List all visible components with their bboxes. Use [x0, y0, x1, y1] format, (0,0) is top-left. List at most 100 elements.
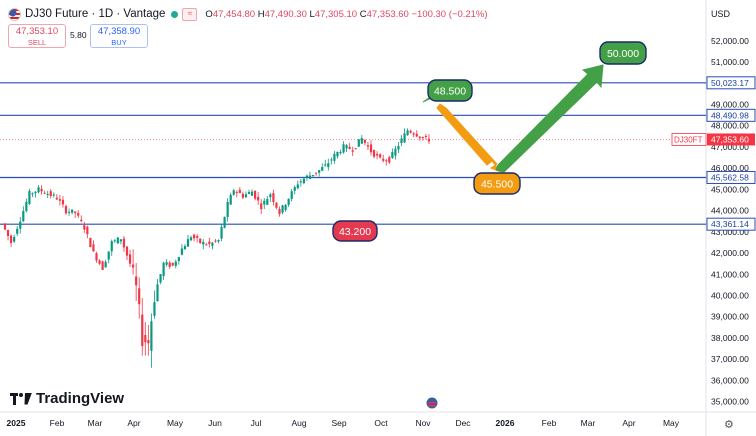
symbol-tag-box	[671, 133, 707, 146]
level-price-label: 48,490.98	[711, 110, 749, 120]
buy-button[interactable]: 47,358.90 BUY	[90, 24, 148, 48]
y-tick-label: 36,000.00	[711, 375, 749, 385]
candle-body	[299, 181, 302, 183]
candle-body	[354, 148, 357, 150]
annotation-bubble	[473, 172, 521, 195]
candle-body	[311, 175, 315, 177]
candles	[3, 128, 431, 368]
level-price-label: 43,361.14	[711, 219, 749, 229]
candle-body	[406, 130, 409, 136]
compare-icon[interactable]: ≈	[182, 7, 198, 21]
candle-body	[305, 175, 309, 178]
settings-gear-icon[interactable]: ⚙	[724, 419, 734, 431]
sell-button[interactable]: 47,353.10 SELL	[8, 24, 66, 48]
x-tick-label: Oct	[374, 418, 388, 428]
ohlc-values: O47,454.80 H47,490.30 L47,305.10 C47,353…	[205, 8, 488, 20]
candle-body	[385, 160, 388, 162]
y-tick-label: 38,000.00	[711, 333, 749, 343]
candle-body	[217, 239, 220, 242]
candle-body	[287, 198, 290, 205]
candle-body	[31, 193, 34, 195]
candle-body	[357, 139, 360, 147]
candle-body	[363, 139, 366, 143]
y-tick-label: 39,000.00	[711, 312, 749, 322]
candle-body	[199, 238, 202, 243]
candle-body	[150, 321, 153, 351]
candle-body	[424, 135, 427, 138]
candle-body	[77, 212, 80, 216]
y-tick-label: 43,000.00	[711, 227, 749, 237]
candle-body	[409, 130, 412, 133]
candle-body	[208, 241, 211, 244]
currency-label[interactable]: USD	[711, 9, 731, 19]
candle-body	[302, 178, 305, 184]
y-tick-label: 52,000.00	[711, 36, 749, 46]
current-price-label-box	[707, 133, 755, 146]
candle-body	[193, 234, 196, 239]
candle-body	[58, 199, 61, 201]
y-tick-label: 37,000.00	[711, 354, 749, 364]
candle-body	[360, 138, 363, 144]
y-tick-label: 47,000.00	[711, 142, 749, 152]
x-tick-label: Jul	[251, 418, 262, 428]
annotation-bubble	[427, 79, 473, 102]
candle-body	[180, 248, 183, 255]
candle-body	[266, 198, 269, 205]
candle-body	[89, 237, 92, 248]
level-price-label-box	[706, 217, 756, 231]
candle-body	[260, 203, 263, 210]
candle-body	[241, 193, 244, 198]
annotation-bubble	[332, 220, 378, 242]
candle-body	[55, 197, 58, 200]
candle-body	[379, 154, 382, 158]
candle-body	[296, 184, 299, 189]
candle-body	[25, 201, 28, 212]
candle-body	[254, 190, 257, 199]
candle-body	[135, 276, 138, 286]
candle-body	[3, 223, 7, 230]
candle-body	[284, 204, 287, 211]
candle-body	[369, 144, 373, 153]
candle-body	[86, 226, 89, 235]
y-tick-label: 44,000.00	[711, 206, 749, 216]
candle-body	[153, 302, 156, 316]
candle-body	[186, 239, 190, 247]
candle-body	[40, 188, 43, 192]
candle-body	[397, 145, 400, 150]
x-tick-label: Mar	[581, 418, 596, 428]
candle-body	[244, 194, 248, 198]
spread-value: 5.80	[70, 30, 87, 40]
y-tick-label: 46,000.00	[711, 163, 749, 173]
level-price-label: 45,562.58	[711, 172, 749, 182]
candle-body	[205, 244, 208, 246]
candle-body	[67, 211, 71, 213]
level-price-label-box	[706, 170, 756, 184]
symbol-title[interactable]: DJ30 Future · 1D · Vantage	[25, 8, 166, 20]
candle-body	[400, 138, 403, 143]
candle-body	[22, 210, 25, 222]
x-tick-label: Dec	[455, 418, 471, 428]
candle-body	[418, 136, 421, 138]
candle-body	[324, 164, 327, 166]
tradingview-logo[interactable]: TradingView	[10, 390, 124, 407]
candle-body	[211, 242, 214, 246]
candle-body	[388, 157, 391, 163]
candle-body	[98, 260, 101, 264]
candle-body	[107, 251, 110, 260]
candle-body	[226, 201, 229, 217]
candle-body	[232, 190, 235, 195]
current-price-label: 47,353.60	[711, 134, 749, 144]
candle-body	[235, 191, 238, 193]
candle-body	[308, 175, 312, 179]
candle-body	[52, 194, 55, 196]
candle-body	[141, 314, 144, 347]
us-flag-icon	[8, 7, 21, 21]
x-tick-label: Nov	[415, 418, 431, 428]
candle-body	[403, 133, 406, 143]
annotation-text: 43.200	[339, 226, 371, 238]
candle-body	[315, 172, 318, 174]
candle-body	[46, 194, 49, 196]
x-tick-label: Sep	[331, 418, 346, 428]
candle-body	[394, 148, 397, 156]
